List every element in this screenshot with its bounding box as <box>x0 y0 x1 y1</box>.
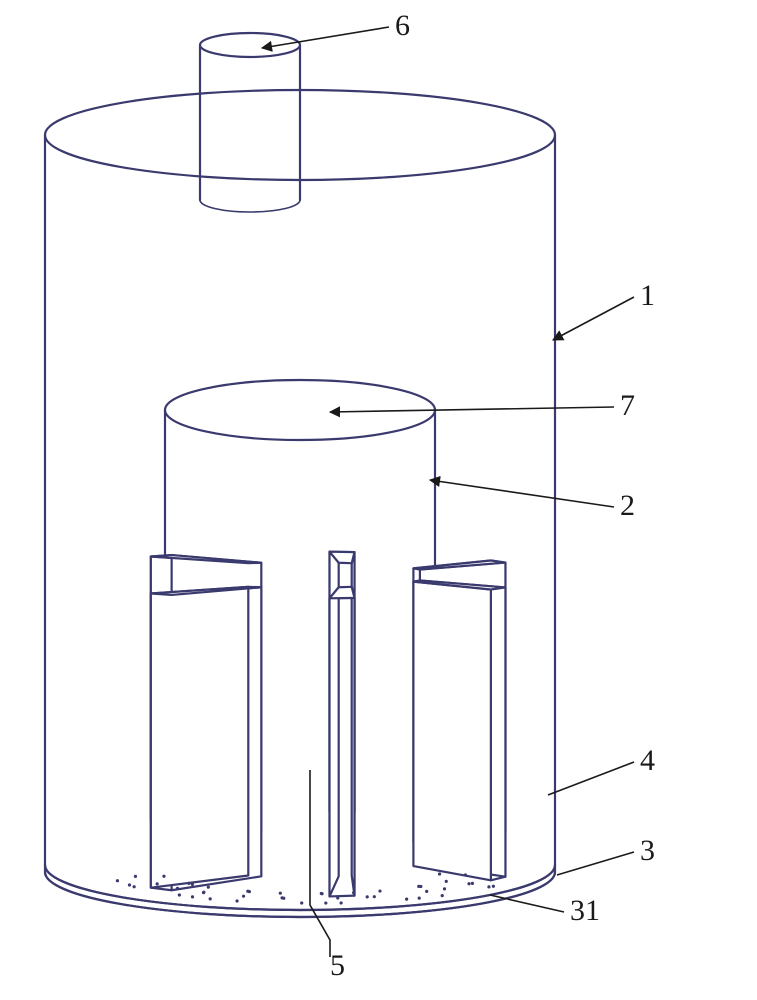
floor-dot <box>492 885 495 888</box>
floor-dot <box>425 890 428 893</box>
floor-dot <box>366 895 369 898</box>
floor-dot <box>191 895 194 898</box>
floor-dot <box>202 891 205 894</box>
callout-2: 2 <box>430 480 635 522</box>
floor-dot <box>282 897 285 900</box>
floor-dot <box>443 887 446 890</box>
callout-label: 7 <box>620 389 635 422</box>
floor-dot <box>248 890 251 893</box>
callout-3: 3 <box>557 834 655 875</box>
floor-dot <box>279 892 282 895</box>
floor-dot <box>352 891 355 894</box>
floor-dot <box>373 895 376 898</box>
floor-dot <box>336 896 339 899</box>
floor-dot <box>324 901 327 904</box>
floor-dot <box>467 882 470 885</box>
floor-dot <box>340 901 343 904</box>
callout-label: 6 <box>395 9 410 42</box>
floor-dot <box>378 889 381 892</box>
floor-dot <box>418 897 421 900</box>
floor-dot <box>320 892 323 895</box>
callout-6: 6 <box>262 9 410 48</box>
floor-dot <box>176 887 179 890</box>
floor-dot <box>209 897 212 900</box>
callout-label: 5 <box>330 949 345 982</box>
floor-dot <box>419 885 422 888</box>
floor-dot <box>235 899 238 902</box>
callout-1: 1 <box>553 279 655 340</box>
callout-31: 31 <box>490 894 600 927</box>
fin-blade <box>330 587 355 897</box>
fin-blade <box>151 587 261 890</box>
callout-label: 4 <box>640 744 655 777</box>
leader-line <box>310 770 330 957</box>
floor-dot <box>438 872 441 875</box>
leader-line <box>490 895 564 912</box>
floor-dot <box>162 875 165 878</box>
floor-dot <box>471 882 474 885</box>
floor-dot <box>191 883 194 886</box>
callout-label: 2 <box>620 489 635 522</box>
leader-line <box>548 762 634 795</box>
callout-label: 31 <box>570 894 600 927</box>
floor-dot <box>405 897 408 900</box>
callout-7: 7 <box>330 389 635 422</box>
floor-dot <box>133 885 136 888</box>
callout-label: 3 <box>640 834 655 867</box>
leader-line <box>557 852 634 875</box>
leader-line <box>430 480 614 507</box>
leader-line <box>553 297 634 340</box>
callout-label: 1 <box>640 279 655 312</box>
floor-dot <box>178 893 181 896</box>
leader-line <box>262 27 389 48</box>
floor-dot <box>156 882 159 885</box>
floor-dot <box>128 883 131 886</box>
floor-dot <box>207 886 210 889</box>
floor-dot <box>441 894 444 897</box>
floor-dot <box>445 880 448 883</box>
floor-dot <box>487 885 490 888</box>
floor-dot <box>464 873 467 876</box>
floor-dot <box>116 879 119 882</box>
floor-dot <box>187 882 190 885</box>
floor-dot <box>134 875 137 878</box>
leader-line <box>330 407 614 412</box>
floor-dot <box>242 895 245 898</box>
fin-blade <box>413 580 505 880</box>
callout-4: 4 <box>548 744 655 795</box>
floor-dot <box>300 901 303 904</box>
